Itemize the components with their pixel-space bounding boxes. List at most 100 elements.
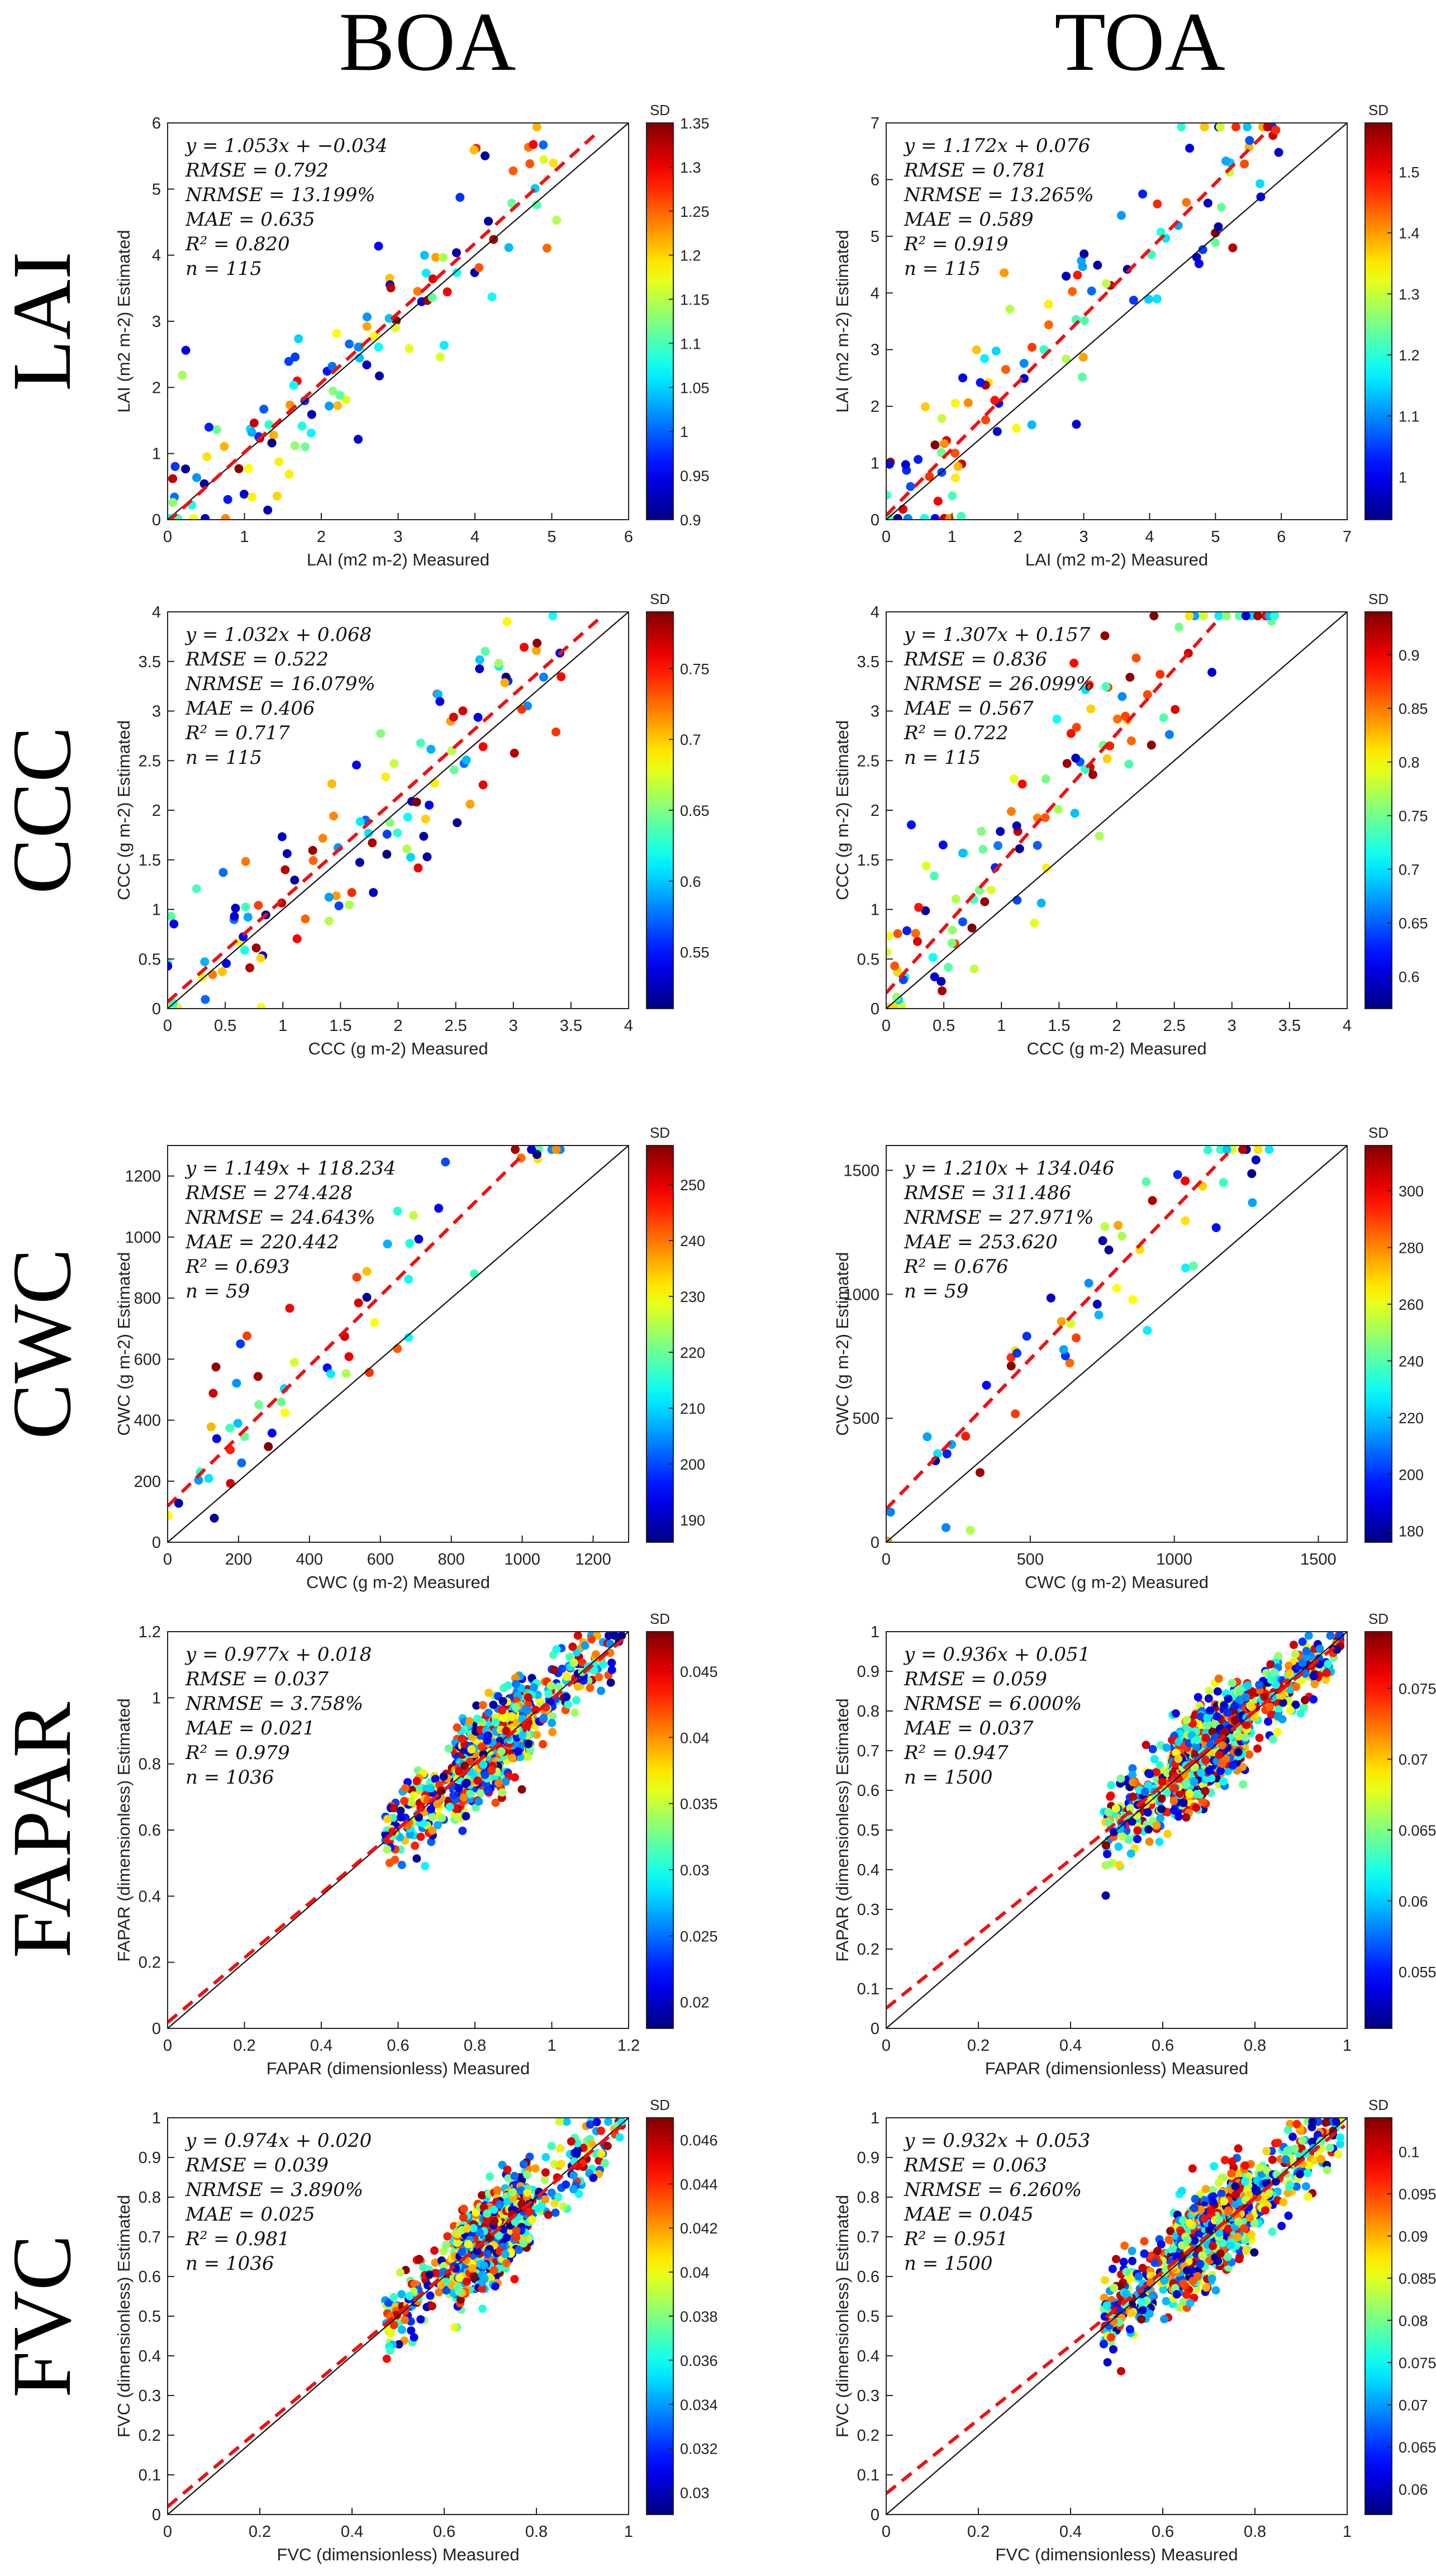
data-point (328, 386, 337, 396)
data-point (1192, 253, 1201, 262)
data-point (1192, 1742, 1201, 1751)
data-point (1095, 831, 1104, 841)
data-point (284, 469, 294, 479)
data-point (552, 1645, 561, 1654)
y-tick-label: 4 (871, 603, 879, 621)
data-point (914, 902, 924, 912)
data-point (1228, 243, 1238, 253)
data-point (510, 2171, 519, 2180)
data-point (1169, 1806, 1178, 1815)
data-point (548, 1712, 557, 1721)
one-to-one-line (168, 2118, 629, 2515)
colorbar-tick-label: 0.8 (1399, 754, 1420, 771)
data-point (267, 438, 277, 448)
data-point (181, 464, 191, 474)
x-tick-label: 3 (509, 1017, 518, 1035)
data-point (925, 472, 934, 481)
data-point (1126, 736, 1136, 745)
stats-line: y = 0.936x + 0.051 (903, 1643, 1090, 1666)
data-point (567, 2137, 576, 2146)
data-point (445, 1802, 454, 1811)
data-point (1149, 612, 1159, 621)
data-point (453, 2238, 462, 2247)
data-point (239, 489, 249, 499)
data-point (413, 287, 422, 296)
data-point (456, 2295, 465, 2304)
data-point (901, 460, 910, 469)
data-point (581, 1641, 589, 1650)
data-point (921, 861, 931, 871)
x-tick-label: 2.5 (444, 1017, 467, 1035)
colorbar-tick-label: 0.065 (1399, 1822, 1436, 1839)
data-point (1070, 809, 1080, 818)
y-tick-label: 2 (152, 379, 161, 397)
data-point (562, 2180, 570, 2189)
y-tick-label: 0 (152, 511, 161, 529)
data-point (483, 2250, 492, 2259)
data-point (253, 1372, 263, 1381)
data-point (416, 1832, 425, 1841)
colorbar-tick-label: 0.85 (1399, 701, 1428, 717)
colorbar-tick-label: 1.25 (680, 203, 710, 220)
y-tick-label: 0 (152, 1534, 161, 1552)
data-point (958, 848, 967, 858)
data-point (1248, 1198, 1257, 1208)
y-tick-label: 1 (152, 901, 161, 919)
data-point (1201, 1756, 1210, 1765)
x-axis-label: CWC (g m-2) Measured (306, 1572, 490, 1592)
data-point (439, 1772, 448, 1781)
colorbar-tick-label: 1.2 (1399, 347, 1420, 364)
data-point (992, 427, 1002, 436)
y-axis-label: LAI (m2 m-2) Estimated (114, 230, 134, 412)
data-point (468, 2264, 477, 2273)
row-label-ccc: CCC (0, 726, 88, 894)
data-point (1198, 245, 1207, 254)
data-point (478, 2304, 487, 2313)
data-point (1223, 1708, 1232, 1717)
x-tick-label: 200 (225, 1551, 252, 1569)
colorbar-title: SD (1368, 1610, 1389, 1627)
data-point (1033, 840, 1042, 850)
data-point (1126, 1849, 1135, 1858)
data-point (465, 1717, 474, 1726)
data-point (1264, 1146, 1274, 1154)
data-point (923, 1432, 932, 1442)
data-point (205, 422, 213, 432)
data-point (490, 2217, 499, 2226)
data-point (1267, 1710, 1276, 1719)
stats-line: RMSE = 274.428 (185, 1182, 353, 1204)
data-point (556, 2144, 564, 2153)
data-point (1080, 249, 1089, 259)
stats-line: y = 1.032x + 0.068 (184, 624, 372, 646)
data-point (1104, 1808, 1113, 1817)
data-point (1156, 227, 1166, 237)
data-point (222, 959, 231, 968)
data-point (525, 159, 535, 168)
data-point (292, 934, 302, 943)
stats-line: NRMSE = 27.971% (904, 1206, 1094, 1229)
data-point (957, 512, 966, 520)
x-tick-label: 0.6 (387, 2037, 409, 2055)
data-point (273, 491, 282, 501)
y-axis-label: FAPAR (dimensionless) Estimated (833, 1698, 852, 1961)
data-point (504, 243, 513, 252)
data-point (1175, 622, 1183, 632)
data-point (507, 1712, 516, 1720)
data-point (1100, 2293, 1109, 2302)
panel-fvc-boa: 0 0.2 0.4 0.6 0.8 100.10.20.30.40.50.60.70.80… (114, 2097, 718, 2564)
data-point (1124, 1836, 1133, 1844)
data-point (237, 1458, 246, 1467)
data-point (913, 937, 922, 946)
data-point (247, 427, 256, 437)
data-point (572, 1696, 581, 1705)
x-tick-label: 1.5 (329, 1017, 351, 1035)
data-point (969, 964, 979, 973)
x-tick-label: 1.2 (617, 2037, 640, 2055)
data-point (597, 1686, 606, 1695)
y-tick-label: 0.1 (139, 2466, 161, 2484)
data-point (481, 1770, 489, 1779)
column-title-boa: BOA (339, 0, 516, 88)
data-point (498, 1788, 507, 1797)
data-point (1022, 1332, 1031, 1341)
